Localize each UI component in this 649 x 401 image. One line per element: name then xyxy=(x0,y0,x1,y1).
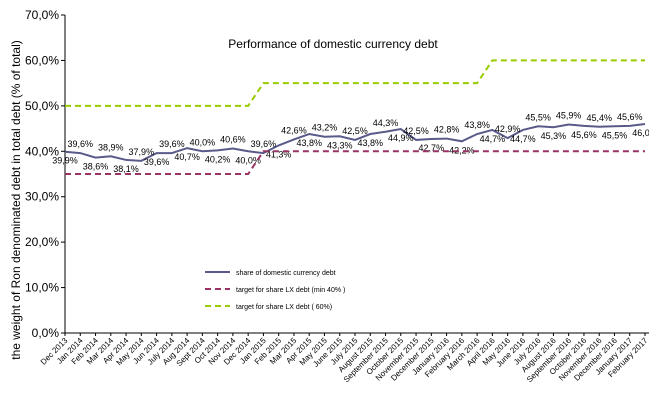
y-tick-label: 0,0% xyxy=(32,326,60,340)
data-label: 43,2% xyxy=(312,123,338,133)
data-label: 39,9% xyxy=(52,156,78,166)
data-label: 42,2% xyxy=(449,145,475,155)
data-label: 40,2% xyxy=(205,154,231,164)
data-label: 45,6% xyxy=(617,112,643,122)
series-line xyxy=(65,59,645,107)
data-label: 45,5% xyxy=(602,130,628,140)
series-line xyxy=(64,123,646,162)
data-label: 43,8% xyxy=(357,138,383,148)
data-label: 42,8% xyxy=(434,125,460,135)
data-label: 39,6% xyxy=(144,157,170,167)
data-label: 40,7% xyxy=(174,152,200,162)
data-label: 39,6% xyxy=(67,139,93,149)
data-label: 45,4% xyxy=(586,113,612,123)
data-label: 40,0% xyxy=(235,155,261,165)
legend-label: target for share LX debt ( 60%) xyxy=(236,304,332,311)
data-label: 45,3% xyxy=(541,131,567,141)
data-label: 43,8% xyxy=(296,138,322,148)
y-tick-label: 10,0% xyxy=(25,281,59,295)
data-label: 42,5% xyxy=(403,126,429,136)
y-tick-label: 40,0% xyxy=(25,144,59,158)
series-line xyxy=(65,150,645,175)
data-label: 44,3% xyxy=(373,118,399,128)
y-tick-label: 20,0% xyxy=(25,235,59,249)
chart-title: Performance of domestic currency debt xyxy=(228,37,438,51)
legend-label: share of domestic currency debt xyxy=(236,270,336,277)
data-label: 41,3% xyxy=(266,149,292,159)
data-label: 43,3% xyxy=(327,140,353,150)
data-label: 38,1% xyxy=(113,164,139,174)
data-label: 40,0% xyxy=(190,137,216,147)
legend-label: target for share LX debt (min 40% ) xyxy=(236,287,345,294)
data-label: 39,6% xyxy=(159,139,185,149)
data-label: 42,9% xyxy=(495,124,521,134)
data-label: 43,8% xyxy=(464,120,490,130)
data-label: 42,6% xyxy=(281,125,307,135)
data-label: 45,9% xyxy=(556,110,582,120)
data-label: 39,6% xyxy=(251,139,277,149)
data-label: 42,7% xyxy=(419,143,445,153)
data-label: 37,9% xyxy=(129,147,155,157)
data-label: 44,9% xyxy=(388,133,414,143)
data-label: 44,7% xyxy=(510,134,536,144)
y-tick-label: 60,0% xyxy=(25,53,59,67)
data-label: 45,6% xyxy=(571,130,597,140)
data-label: 38,6% xyxy=(83,162,109,172)
y-axis-title: the weight of Ron denominated debt in to… xyxy=(9,40,23,360)
data-label: 45,5% xyxy=(525,112,551,122)
data-label: 38,9% xyxy=(98,142,124,152)
y-tick-label: 70,0% xyxy=(25,8,59,22)
data-label: 44,7% xyxy=(480,134,506,144)
y-tick-label: 50,0% xyxy=(25,99,59,113)
y-tick-label: 30,0% xyxy=(25,190,59,204)
data-label: 42,5% xyxy=(342,126,368,136)
data-label: 46,0% xyxy=(632,128,649,138)
data-label: 40,6% xyxy=(220,135,246,145)
